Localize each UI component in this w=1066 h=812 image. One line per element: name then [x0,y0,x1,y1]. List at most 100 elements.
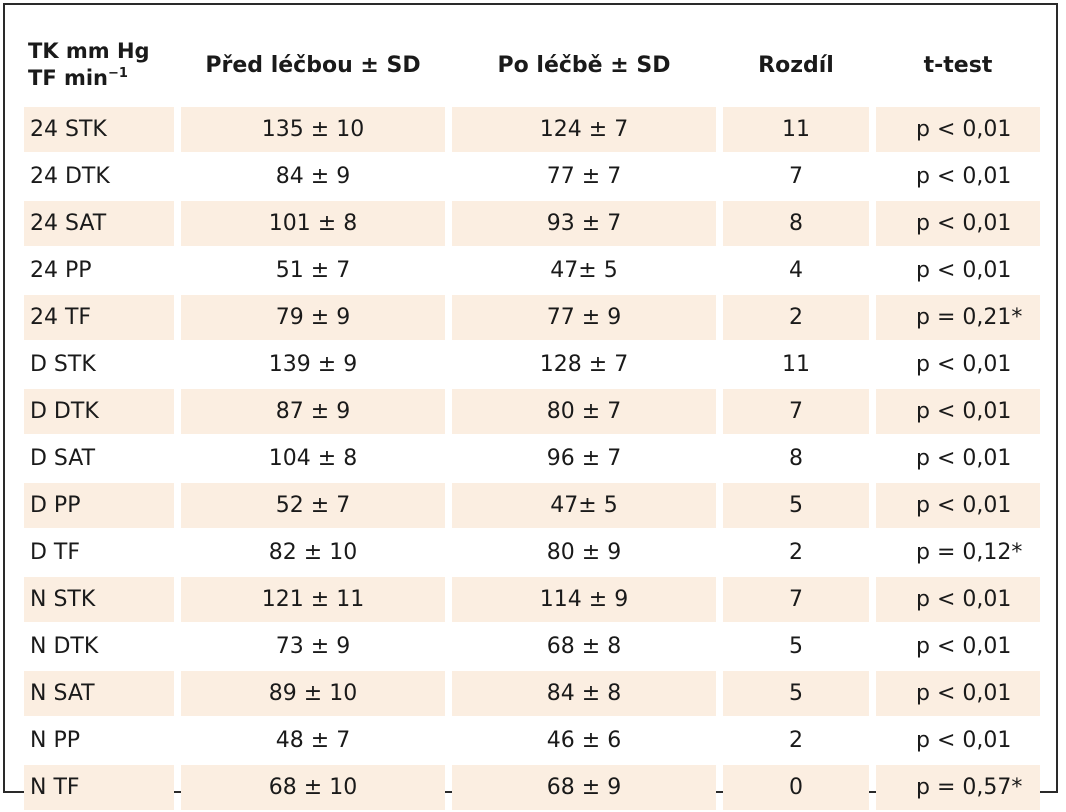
cell-before: 51 ± 7 [181,248,445,295]
cell-before: 139 ± 9 [181,342,445,389]
cell-ttest: p < 0,01 [876,671,1040,718]
cell-before: 82 ± 10 [181,530,445,577]
cell-diff: 2 [723,295,869,342]
row-label: N STK [24,577,174,624]
row-label: D DTK [24,389,174,436]
cell-before: 135 ± 10 [181,107,445,154]
cell-diff: 7 [723,389,869,436]
cell-ttest: p < 0,01 [876,248,1040,295]
cell-diff: 7 [723,154,869,201]
cell-after: 84 ± 8 [452,671,716,718]
cell-ttest: p < 0,01 [876,389,1040,436]
bp-results-table: TK mm Hg TF min−1 Před léčbou ± SD Po lé… [17,23,1047,812]
cell-after: 77 ± 9 [452,295,716,342]
cell-diff: 4 [723,248,869,295]
row-label: 24 STK [24,107,174,154]
row-label: N TF [24,765,174,812]
cell-before: 121 ± 11 [181,577,445,624]
cell-ttest: p < 0,01 [876,624,1040,671]
cell-diff: 0 [723,765,869,812]
cell-ttest: p < 0,01 [876,201,1040,248]
row-label: D SAT [24,436,174,483]
cell-after: 80 ± 7 [452,389,716,436]
row-label: N SAT [24,671,174,718]
cell-diff: 5 [723,483,869,530]
cell-ttest: p < 0,01 [876,154,1040,201]
cell-ttest: p < 0,01 [876,342,1040,389]
table-row: D STK 139 ± 9 128 ± 7 11 p < 0,01 [24,342,1040,389]
row-label: N DTK [24,624,174,671]
cell-before: 104 ± 8 [181,436,445,483]
header-units-line2: TF min [28,66,109,90]
cell-before: 101 ± 8 [181,201,445,248]
cell-diff: 8 [723,436,869,483]
table-body: 24 STK 135 ± 10 124 ± 7 11 p < 0,01 24 DTK 84 … [24,107,1040,812]
cell-diff: 7 [723,577,869,624]
cell-before: 89 ± 10 [181,671,445,718]
header-after: Po léčbě ± SD [497,52,671,78]
cell-after: 47± 5 [452,248,716,295]
header-ttest: t-test [923,52,993,78]
header-units-line1: TK mm Hg [28,39,150,63]
header-before: Před léčbou ± SD [205,52,421,78]
row-label: N PP [24,718,174,765]
cell-before: 87 ± 9 [181,389,445,436]
cell-diff: 2 [723,718,869,765]
row-label: D TF [24,530,174,577]
cell-after: 96 ± 7 [452,436,716,483]
cell-before: 52 ± 7 [181,483,445,530]
table-header-row: TK mm Hg TF min−1 Před léčbou ± SD Po lé… [24,23,1040,107]
cell-after: 77 ± 7 [452,154,716,201]
cell-after: 114 ± 9 [452,577,716,624]
row-label: 24 SAT [24,201,174,248]
cell-ttest: p < 0,01 [876,577,1040,624]
row-label: D PP [24,483,174,530]
header-diff: Rozdíl [758,52,834,78]
cell-before: 84 ± 9 [181,154,445,201]
cell-diff: 11 [723,107,869,154]
header-units: TK mm Hg TF min−1 [24,23,174,107]
cell-diff: 11 [723,342,869,389]
row-label: 24 DTK [24,154,174,201]
cell-ttest: p = 0,57* [876,765,1040,812]
row-label: D STK [24,342,174,389]
cell-after: 128 ± 7 [452,342,716,389]
cell-diff: 2 [723,530,869,577]
cell-before: 79 ± 9 [181,295,445,342]
cell-ttest: p < 0,01 [876,718,1040,765]
cell-after: 47± 5 [452,483,716,530]
cell-after: 46 ± 6 [452,718,716,765]
cell-before: 68 ± 10 [181,765,445,812]
cell-after: 93 ± 7 [452,201,716,248]
cell-before: 73 ± 9 [181,624,445,671]
cell-ttest: p < 0,01 [876,483,1040,530]
cell-after: 80 ± 9 [452,530,716,577]
row-label: 24 TF [24,295,174,342]
table-row: 24 STK 135 ± 10 124 ± 7 11 p < 0,01 [24,107,1040,154]
cell-diff: 8 [723,201,869,248]
cell-after: 124 ± 7 [452,107,716,154]
cell-ttest: p < 0,01 [876,436,1040,483]
header-units-sup: −1 [108,66,128,81]
cell-ttest: p = 0,12* [876,530,1040,577]
cell-ttest: p < 0,01 [876,107,1040,154]
cell-diff: 5 [723,624,869,671]
cell-after: 68 ± 8 [452,624,716,671]
cell-after: 68 ± 9 [452,765,716,812]
cell-diff: 5 [723,671,869,718]
row-label: 24 PP [24,248,174,295]
cell-before: 48 ± 7 [181,718,445,765]
